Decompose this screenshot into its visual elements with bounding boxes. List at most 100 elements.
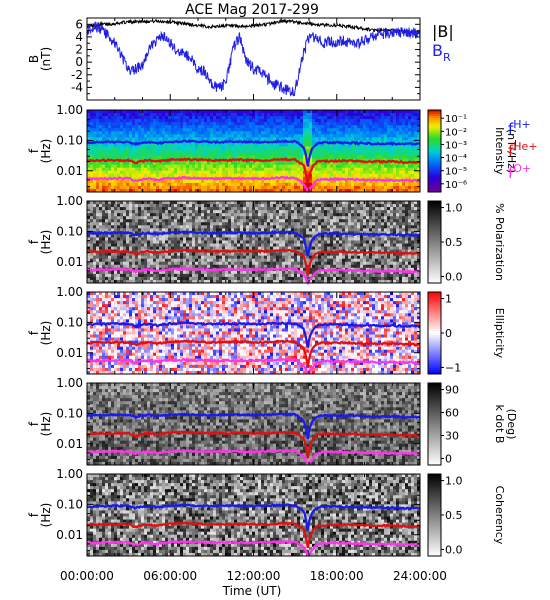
heatmap-cell	[405, 110, 409, 114]
heatmap-cell	[129, 128, 133, 132]
heatmap-cell	[387, 210, 391, 214]
heatmap-cell	[381, 185, 385, 190]
heatmap-cell	[327, 201, 331, 205]
heatmap-cell	[333, 125, 337, 129]
heatmap-cell	[324, 146, 328, 150]
heatmap-cell	[195, 143, 199, 147]
heatmap-cell	[123, 116, 127, 120]
heatmap-cell	[357, 243, 361, 247]
heatmap-cell	[219, 185, 223, 190]
heatmap-cell	[258, 137, 262, 141]
heatmap-cell	[312, 225, 316, 229]
heatmap-cell	[336, 207, 340, 211]
heatmap-cell	[285, 164, 289, 169]
heatmap-cell	[174, 131, 178, 135]
heatmap-cell	[390, 164, 394, 169]
heatmap-cell	[141, 210, 145, 214]
heatmap-cell	[327, 188, 331, 193]
heatmap-cell	[363, 161, 367, 166]
heatmap-cell	[135, 146, 139, 150]
heatmap-cell	[387, 149, 391, 153]
heatmap-cell	[108, 152, 112, 156]
heatmap-cell	[237, 131, 241, 135]
heatmap-cell	[180, 164, 184, 169]
heatmap-cell	[405, 173, 409, 178]
heatmap-cell	[198, 116, 202, 120]
heatmap-cell	[360, 149, 364, 153]
heatmap-cell	[240, 161, 244, 166]
heatmap-cell	[312, 213, 316, 217]
heatmap-cell	[150, 216, 154, 220]
heatmap-cell	[402, 204, 406, 208]
heatmap-cell	[402, 188, 406, 193]
heatmap-cell	[411, 158, 415, 163]
heatmap-cell	[255, 170, 259, 175]
heatmap-cell	[357, 125, 361, 129]
heatmap-cell	[150, 152, 154, 156]
heatmap-cell	[354, 155, 358, 159]
heatmap-cell	[189, 155, 193, 159]
heatmap-cell	[414, 134, 418, 138]
heatmap-cell	[171, 125, 175, 129]
heatmap-cell	[114, 134, 118, 138]
heatmap-cell	[246, 122, 250, 126]
heatmap-cell	[285, 243, 289, 247]
heatmap-cell	[243, 119, 247, 123]
heatmap-cell	[93, 173, 97, 178]
heatmap-cell	[87, 170, 91, 175]
heatmap-cell	[219, 210, 223, 214]
heatmap-cell	[210, 143, 214, 147]
heatmap-cell	[255, 216, 259, 220]
heatmap-cell	[330, 185, 334, 190]
heatmap-cell	[378, 176, 382, 181]
heatmap-cell	[378, 164, 382, 169]
heatmap-cell	[90, 119, 94, 123]
heatmap-cell	[384, 234, 388, 238]
heatmap-cell	[228, 125, 232, 129]
heatmap-cell	[417, 246, 421, 250]
heatmap-cell	[411, 137, 415, 141]
heatmap-cell	[147, 240, 151, 244]
heatmap-cell	[321, 122, 325, 126]
heatmap-cell	[348, 228, 352, 232]
heatmap-cell	[324, 128, 328, 132]
heatmap-cell	[324, 173, 328, 178]
heatmap-cell	[132, 246, 136, 250]
heatmap-cell	[342, 149, 346, 153]
heatmap-cell	[111, 179, 115, 184]
heatmap-cell	[330, 216, 334, 220]
heatmap-cell	[240, 213, 244, 217]
heatmap-cell	[363, 122, 367, 126]
heatmap-cell	[261, 131, 265, 135]
heatmap-cell	[381, 113, 385, 117]
heatmap-cell	[417, 137, 421, 141]
heatmap-cell	[138, 179, 142, 184]
heatmap-cell	[87, 213, 91, 217]
heatmap-cell	[318, 216, 322, 220]
heatmap-cell	[255, 234, 259, 238]
heatmap-cell	[396, 128, 400, 132]
heatmap-cell	[321, 173, 325, 178]
heatmap-cell	[180, 149, 184, 153]
heatmap-cell	[372, 246, 376, 250]
heatmap-cell	[138, 131, 142, 135]
heatmap-cell	[168, 125, 172, 129]
heatmap-cell	[333, 149, 337, 153]
heatmap-cell	[129, 228, 133, 232]
heatmap-cell	[141, 119, 145, 123]
heatmap-cell	[252, 146, 256, 150]
heatmap-cell	[402, 185, 406, 190]
heatmap-cell	[264, 219, 268, 223]
heatmap-cell	[117, 122, 121, 126]
heatmap-cell	[156, 134, 160, 138]
heatmap-cell	[117, 149, 121, 153]
heatmap-cell	[408, 116, 412, 120]
heatmap-cell	[147, 164, 151, 169]
heatmap-cell	[303, 176, 307, 181]
heatmap-cell	[87, 228, 91, 232]
heatmap-cell	[231, 170, 235, 175]
heatmap-cell	[288, 110, 292, 114]
heatmap-cell	[366, 246, 370, 250]
heatmap-cell	[330, 243, 334, 247]
